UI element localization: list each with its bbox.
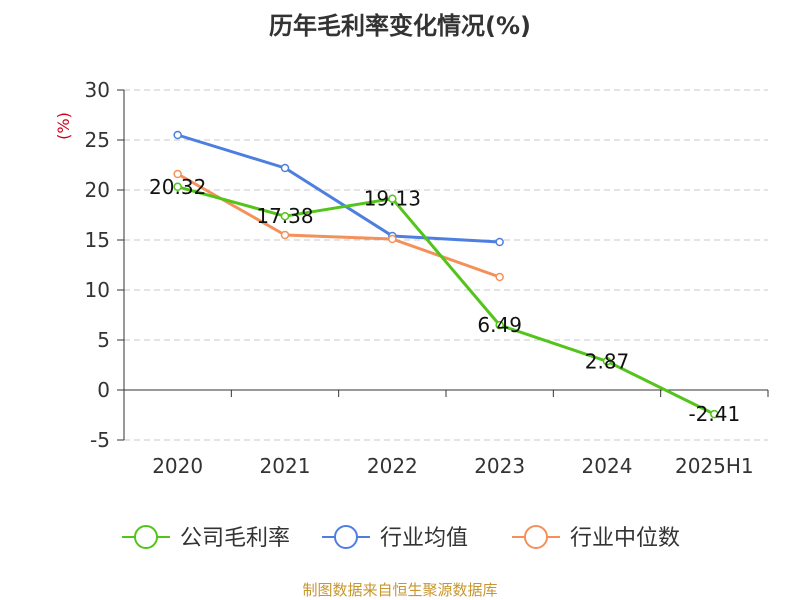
data-label: -2.41	[688, 402, 740, 426]
data-point	[280, 211, 290, 221]
legend-swatch-marker	[524, 525, 548, 549]
data-point	[388, 194, 397, 203]
series-lines	[173, 130, 719, 419]
legend: 公司毛利率 行业均值 行业中位数	[122, 525, 680, 551]
data-point	[602, 357, 612, 366]
y-tick-label: 5	[97, 328, 110, 352]
legend-swatch-marker	[334, 525, 358, 549]
legend-label: 行业均值	[380, 526, 468, 551]
y-tick-label: 0	[97, 378, 110, 402]
grid-lines	[124, 89, 768, 441]
data-point	[495, 272, 504, 282]
data-label: 6.49	[477, 313, 522, 337]
legend-swatch-marker	[134, 525, 158, 549]
axes: 30 25 20 15 10 5 0 -5 2020 2021 2022 2023 2024 2025H1	[85, 78, 769, 478]
legend-label: 行业中位数	[570, 526, 680, 551]
y-tick-label: 25	[85, 128, 110, 152]
legend-label: 公司毛利率	[180, 526, 290, 551]
data-label: 17.38	[256, 204, 313, 228]
x-tick-label: 2021	[260, 454, 311, 478]
data-label: 19.13	[364, 187, 421, 211]
data-point	[173, 182, 182, 192]
data-point	[280, 230, 290, 240]
data-label: 2.87	[585, 349, 630, 373]
y-tick-label: 20	[85, 178, 110, 202]
y-axis-unit: (%)	[54, 112, 73, 140]
x-tick-label: 2020	[152, 454, 203, 478]
data-point	[495, 237, 504, 247]
series-line	[177, 133, 500, 244]
x-tick-label: 2024	[582, 454, 633, 478]
y-tick-label: 10	[85, 278, 110, 302]
data-point	[388, 234, 397, 244]
data-label: 20.32	[149, 175, 206, 199]
legend-item[interactable]: 行业中位数	[512, 525, 680, 551]
x-tick-label: 2023	[474, 454, 525, 478]
y-tick-label: -5	[90, 428, 110, 452]
data-point	[173, 130, 182, 140]
data-labels: 20.32 17.38 19.13 6.49 2.87 -2.41	[149, 175, 740, 426]
x-tick-label: 2025H1	[675, 454, 754, 478]
data-point	[495, 320, 504, 330]
data-point	[710, 409, 719, 419]
series-line	[177, 185, 715, 416]
y-tick-label: 15	[85, 228, 110, 252]
source-note: 制图数据来自恒生聚源数据库	[302, 581, 497, 599]
data-point	[173, 169, 182, 179]
chart-title: 历年毛利率变化情况(%)	[269, 12, 531, 40]
data-point	[280, 163, 290, 173]
legend-item[interactable]: 行业均值	[322, 525, 468, 551]
y-tick-label: 30	[85, 78, 110, 102]
series-line	[176, 172, 501, 279]
x-tick-label: 2022	[367, 454, 418, 478]
legend-item[interactable]: 公司毛利率	[122, 525, 290, 551]
